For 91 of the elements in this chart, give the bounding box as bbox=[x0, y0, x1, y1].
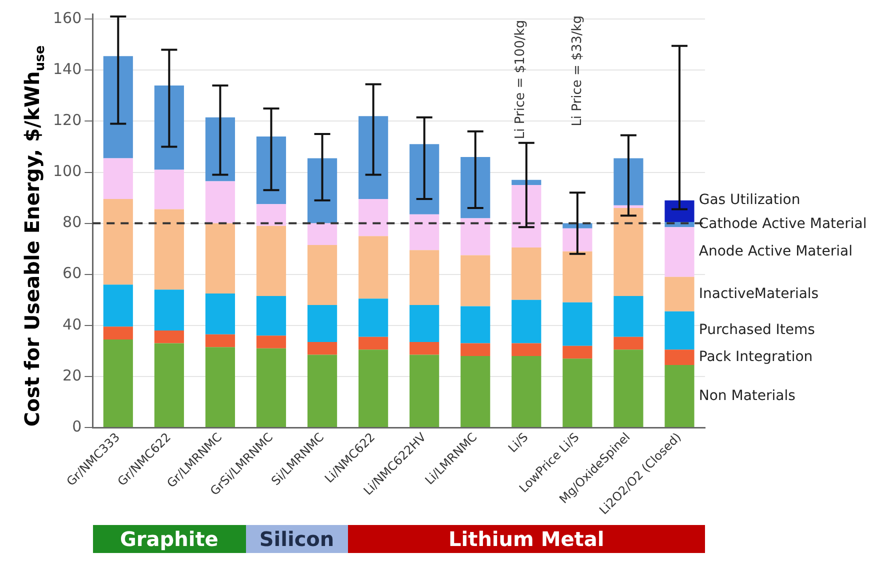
bar bbox=[307, 354, 338, 427]
bar bbox=[307, 245, 338, 305]
bar bbox=[205, 117, 236, 182]
bar bbox=[460, 356, 490, 427]
bar bbox=[205, 334, 236, 348]
bar bbox=[103, 56, 133, 158]
bar bbox=[562, 358, 592, 427]
y-tick-label: 40 bbox=[62, 315, 82, 334]
series-label: Non Materials bbox=[698, 388, 796, 404]
bar bbox=[103, 284, 133, 327]
bar bbox=[103, 326, 133, 340]
bar bbox=[614, 296, 644, 337]
y-tick-label: 60 bbox=[62, 264, 82, 282]
series-label: Anode Active Material bbox=[698, 244, 852, 260]
bar bbox=[256, 348, 286, 427]
bar bbox=[512, 300, 542, 344]
x-tick-label: Li/S bbox=[505, 430, 531, 456]
bar bbox=[410, 354, 440, 427]
bar bbox=[256, 226, 286, 296]
bar bbox=[205, 223, 236, 294]
bar bbox=[410, 304, 440, 342]
y-tick-label: 120 bbox=[52, 111, 82, 130]
bar bbox=[664, 364, 694, 427]
bar bbox=[664, 311, 694, 350]
bar bbox=[307, 158, 338, 224]
bar bbox=[410, 214, 440, 250]
bar bbox=[460, 218, 490, 256]
series-label: InactiveMaterials bbox=[698, 286, 819, 302]
bar bbox=[256, 136, 286, 204]
bar bbox=[307, 342, 338, 355]
bar bbox=[205, 181, 236, 224]
bar bbox=[512, 185, 542, 248]
bar bbox=[154, 290, 184, 331]
bar bbox=[410, 342, 440, 355]
bar bbox=[614, 350, 644, 427]
bar bbox=[410, 144, 440, 214]
bar bbox=[562, 346, 592, 359]
bar bbox=[512, 180, 542, 186]
annotation: Li Price = $33/kg bbox=[570, 15, 585, 126]
bar bbox=[664, 350, 694, 365]
bar bbox=[664, 200, 694, 222]
bar bbox=[103, 339, 133, 427]
bar bbox=[307, 223, 338, 245]
bar bbox=[614, 158, 644, 206]
series-label: Purchased Items bbox=[698, 322, 815, 338]
bar bbox=[460, 255, 490, 306]
bar bbox=[103, 158, 133, 200]
y-tick-label: 160 bbox=[52, 8, 82, 27]
bar bbox=[562, 251, 592, 302]
series-label: Pack Integration bbox=[698, 348, 813, 365]
bar bbox=[205, 293, 236, 334]
bar bbox=[358, 236, 388, 299]
bar bbox=[562, 228, 592, 252]
bar bbox=[460, 156, 490, 218]
bar bbox=[103, 199, 133, 285]
bar bbox=[664, 227, 694, 277]
bar bbox=[614, 208, 644, 296]
bar bbox=[256, 336, 286, 348]
bar bbox=[154, 209, 184, 290]
bar bbox=[614, 336, 644, 350]
y-tick-label: 0 bbox=[72, 417, 82, 436]
bar bbox=[512, 343, 542, 356]
y-tick-label: 80 bbox=[62, 213, 82, 232]
bar bbox=[154, 330, 184, 344]
bar bbox=[358, 298, 388, 337]
y-tick-label: 20 bbox=[62, 366, 82, 384]
y-tick-label: 100 bbox=[52, 162, 82, 180]
group-label-strip: Graphite Silicon Lithium Metal bbox=[92, 525, 705, 553]
bar bbox=[307, 304, 338, 342]
bar bbox=[205, 347, 236, 427]
bar bbox=[512, 356, 542, 427]
series-label: Cathode Active Material bbox=[698, 216, 867, 232]
bar bbox=[410, 250, 440, 305]
bar bbox=[614, 205, 644, 208]
bar bbox=[154, 170, 184, 210]
bar bbox=[664, 276, 694, 312]
bar bbox=[460, 306, 490, 344]
bar bbox=[512, 248, 542, 300]
bar bbox=[154, 85, 184, 170]
bar bbox=[154, 343, 184, 427]
bar bbox=[358, 116, 388, 200]
bar bbox=[358, 336, 388, 350]
bar bbox=[460, 343, 490, 356]
series-label: Gas Utilization bbox=[698, 192, 800, 208]
bar bbox=[358, 199, 388, 236]
bar bbox=[358, 350, 388, 427]
bar bbox=[256, 204, 286, 226]
bar bbox=[256, 296, 286, 336]
annotation: Li Price = $100/kg bbox=[512, 20, 528, 140]
y-tick-label: 140 bbox=[52, 60, 82, 78]
bar bbox=[562, 302, 592, 346]
